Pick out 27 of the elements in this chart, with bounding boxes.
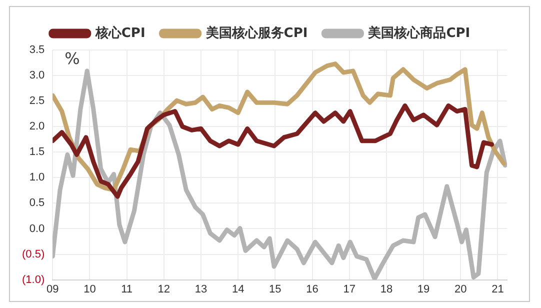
y-tick-label: 3.5 <box>29 44 45 56</box>
x-tick-label: 20 <box>454 283 467 296</box>
y-tick-label: 1.5 <box>29 146 45 158</box>
x-tick-label: 13 <box>194 283 208 296</box>
legend-label: 核心CPI <box>94 24 146 41</box>
y-tick-label: 0.5 <box>29 197 45 210</box>
x-tick-label: 12 <box>158 283 170 296</box>
x-tick-label: 17 <box>343 283 356 296</box>
y-tick-label: 2.5 <box>29 95 45 108</box>
x-tick-label: 11 <box>121 283 133 296</box>
y-tick-label: (1.0) <box>22 274 45 286</box>
x-tick-label: 15 <box>269 283 282 296</box>
x-tick-label: 18 <box>380 283 393 296</box>
x-tick-label: 10 <box>84 283 96 296</box>
x-tick-label: 19 <box>417 283 430 296</box>
x-tick-label: 16 <box>306 283 318 296</box>
legend-label: 美国核心商品CPI <box>367 24 470 41</box>
x-tick-label: 09 <box>46 283 59 296</box>
y-tick-label: 0.0 <box>29 222 45 235</box>
y-tick-label: 3.0 <box>29 70 45 82</box>
y-tick-label: (0.5) <box>22 248 45 260</box>
legend-label: 美国核心服务CPI <box>204 24 308 41</box>
x-tick-label: 14 <box>232 283 244 296</box>
y-tick-label: 1.0 <box>29 172 45 184</box>
x-tick-label: 21 <box>492 283 504 296</box>
y-axis-title: % <box>64 49 80 68</box>
y-tick-label: 2.0 <box>29 120 45 133</box>
